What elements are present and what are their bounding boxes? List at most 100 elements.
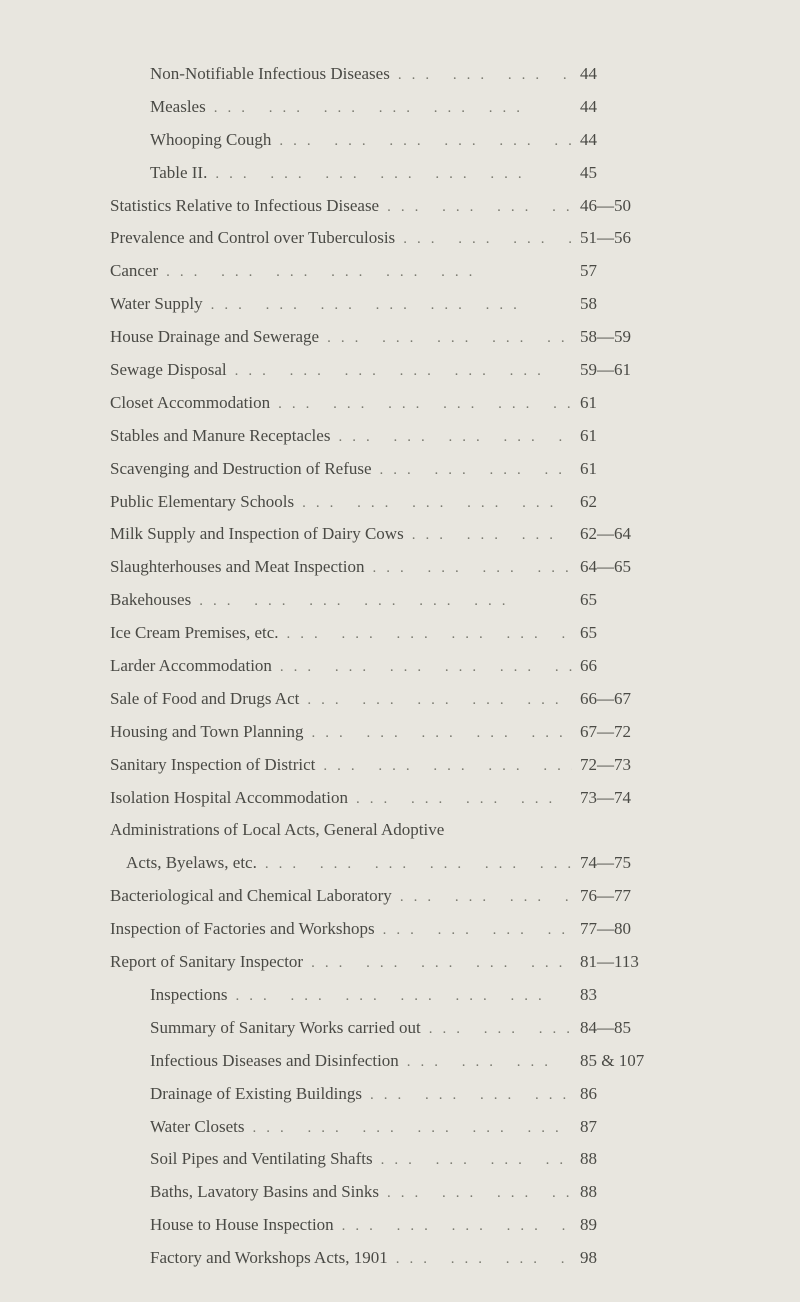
toc-page-number: 51—56 bbox=[580, 224, 710, 253]
toc-leader-dots bbox=[166, 257, 572, 286]
toc-label: Non-Notifiable Infectious Diseases bbox=[110, 60, 390, 89]
toc-leader-dots bbox=[342, 1211, 572, 1240]
toc-leader-dots bbox=[279, 126, 572, 155]
toc-page-number: 61 bbox=[580, 455, 710, 484]
toc-leader-dots bbox=[412, 520, 572, 549]
toc-leader-dots bbox=[403, 224, 572, 253]
toc-page-number: 46—50 bbox=[580, 192, 710, 221]
toc-page-number: 77—80 bbox=[580, 915, 710, 944]
toc-label: Acts, Byelaws, etc. bbox=[110, 849, 257, 878]
toc-entry: Larder Accommodation 66 bbox=[110, 652, 710, 681]
toc-entry: Drainage of Existing Buildings 86 bbox=[110, 1080, 710, 1109]
toc-entry: Isolation Hospital Accommodation 73—74 bbox=[110, 784, 710, 813]
toc-leader-dots bbox=[356, 784, 572, 813]
toc-label: Bakehouses bbox=[110, 586, 191, 615]
toc-label: Cancer bbox=[110, 257, 158, 286]
toc-label: Report of Sanitary Inspector bbox=[110, 948, 303, 977]
toc-label: Drainage of Existing Buildings bbox=[110, 1080, 362, 1109]
toc-leader-dots bbox=[214, 93, 572, 122]
toc-entry: Water Closets 87 bbox=[110, 1113, 710, 1142]
table-of-contents: Non-Notifiable Infectious Diseases44Meas… bbox=[110, 60, 710, 1273]
toc-label: Factory and Workshops Acts, 1901 bbox=[110, 1244, 388, 1273]
toc-leader-dots bbox=[215, 159, 572, 188]
toc-page-number: 73—74 bbox=[580, 784, 710, 813]
toc-page-number: 44 bbox=[580, 93, 710, 122]
toc-label: Soil Pipes and Ventilating Shafts bbox=[110, 1145, 373, 1174]
toc-page-number: 87 bbox=[580, 1113, 710, 1142]
toc-label: Housing and Town Planning bbox=[110, 718, 304, 747]
toc-entry: House to House Inspection89 bbox=[110, 1211, 710, 1240]
toc-entry: Ice Cream Premises, etc.65 bbox=[110, 619, 710, 648]
toc-page-number: 86 bbox=[580, 1080, 710, 1109]
toc-label: Stables and Manure Receptacles bbox=[110, 422, 330, 451]
toc-entry: Summary of Sanitary Works carried out84—… bbox=[110, 1014, 710, 1043]
toc-entry: Bakehouses65 bbox=[110, 586, 710, 615]
toc-leader-dots bbox=[400, 882, 572, 911]
toc-leader-dots bbox=[252, 1113, 572, 1142]
toc-leader-dots bbox=[338, 422, 572, 451]
toc-page-number: 62—64 bbox=[580, 520, 710, 549]
toc-entry: Prevalence and Control over Tuberculosis… bbox=[110, 224, 710, 253]
toc-page-number: 44 bbox=[580, 126, 710, 155]
toc-label: Isolation Hospital Accommodation bbox=[110, 784, 348, 813]
toc-page-number: 66 bbox=[580, 652, 710, 681]
toc-entry: Closet Accommodation61 bbox=[110, 389, 710, 418]
toc-label: Sale of Food and Drugs Act bbox=[110, 685, 299, 714]
toc-leader-dots bbox=[327, 323, 572, 352]
toc-entry: Slaughterhouses and Meat Inspection64—65 bbox=[110, 553, 710, 582]
toc-entry: Infectious Diseases and Disinfection85 &… bbox=[110, 1047, 710, 1076]
toc-entry: Administrations of Local Acts, General A… bbox=[110, 816, 710, 845]
toc-label: Inspection of Factories and Workshops bbox=[110, 915, 375, 944]
toc-leader-dots bbox=[429, 1014, 572, 1043]
toc-leader-dots bbox=[278, 389, 572, 418]
toc-page-number: 67—72 bbox=[580, 718, 710, 747]
toc-entry: Whooping Cough 44 bbox=[110, 126, 710, 155]
toc-entry: Milk Supply and Inspection of Dairy Cows… bbox=[110, 520, 710, 549]
toc-label: Table II. bbox=[110, 159, 207, 188]
toc-page-number: 84—85 bbox=[580, 1014, 710, 1043]
toc-label: Administrations of Local Acts, General A… bbox=[110, 816, 444, 845]
toc-leader-dots bbox=[211, 290, 572, 319]
toc-entry: Public Elementary Schools62 bbox=[110, 488, 710, 517]
toc-label: Water Closets bbox=[110, 1113, 244, 1142]
toc-entry: Bacteriological and Chemical Laboratory7… bbox=[110, 882, 710, 911]
toc-leader-dots bbox=[407, 1047, 572, 1076]
toc-entry: Cancer 57 bbox=[110, 257, 710, 286]
toc-page-number: 88 bbox=[580, 1145, 710, 1174]
toc-entry: Statistics Relative to Infectious Diseas… bbox=[110, 192, 710, 221]
toc-leader-dots bbox=[370, 1080, 572, 1109]
toc-page-number: 66—67 bbox=[580, 685, 710, 714]
toc-leader-dots bbox=[311, 948, 572, 977]
toc-leader-dots bbox=[307, 685, 572, 714]
toc-page-number: 74—75 bbox=[580, 849, 710, 878]
toc-page-number: 85 & 107 bbox=[580, 1047, 710, 1076]
toc-leader-dots bbox=[265, 849, 572, 878]
toc-page-number: 83 bbox=[580, 981, 710, 1010]
toc-entry: Housing and Town Planning 67—72 bbox=[110, 718, 710, 747]
toc-entry: Inspection of Factories and Workshops 77—… bbox=[110, 915, 710, 944]
toc-page-number: 45 bbox=[580, 159, 710, 188]
toc-label: Baths, Lavatory Basins and Sinks bbox=[110, 1178, 379, 1207]
toc-entry: Non-Notifiable Infectious Diseases44 bbox=[110, 60, 710, 89]
toc-leader-dots bbox=[280, 652, 572, 681]
toc-entry: Measles44 bbox=[110, 93, 710, 122]
toc-label: Bacteriological and Chemical Laboratory bbox=[110, 882, 392, 911]
toc-label: Larder Accommodation bbox=[110, 652, 272, 681]
toc-leader-dots bbox=[287, 619, 572, 648]
toc-page-number: 98 bbox=[580, 1244, 710, 1273]
toc-leader-dots bbox=[396, 1244, 572, 1273]
toc-label: Milk Supply and Inspection of Dairy Cows bbox=[110, 520, 404, 549]
toc-label: Public Elementary Schools bbox=[110, 488, 294, 517]
toc-entry: Sanitary Inspection of District72—73 bbox=[110, 751, 710, 780]
toc-leader-dots bbox=[381, 1145, 572, 1174]
toc-entry: Water Supply58 bbox=[110, 290, 710, 319]
toc-entry: Baths, Lavatory Basins and Sinks88 bbox=[110, 1178, 710, 1207]
toc-label: Whooping Cough bbox=[110, 126, 271, 155]
toc-page-number: 57 bbox=[580, 257, 710, 286]
toc-label: Scavenging and Destruction of Refuse bbox=[110, 455, 372, 484]
toc-page-number: 58—59 bbox=[580, 323, 710, 352]
toc-entry: Scavenging and Destruction of Refuse 61 bbox=[110, 455, 710, 484]
toc-leader-dots bbox=[372, 553, 572, 582]
toc-leader-dots bbox=[380, 455, 572, 484]
toc-leader-dots bbox=[398, 60, 572, 89]
